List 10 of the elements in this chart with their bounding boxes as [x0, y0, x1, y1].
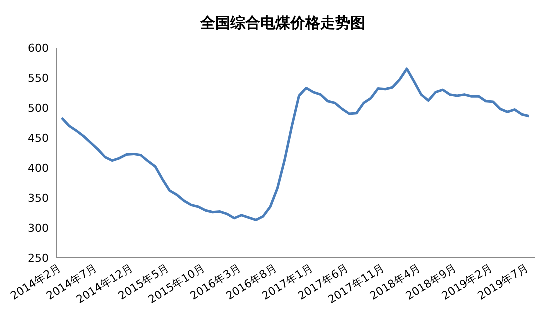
- y-tick-label: 500: [28, 102, 49, 115]
- y-tick-label: 250: [28, 252, 49, 265]
- y-tick-label: 450: [28, 132, 49, 145]
- line-series: [60, 68, 530, 222]
- y-tick-label: 600: [28, 42, 49, 55]
- y-tick-label: 350: [28, 192, 49, 205]
- y-tick-label: 300: [28, 222, 49, 235]
- y-tick-label: 400: [28, 162, 49, 175]
- chart-title: 全国综合电煤价格走势图: [199, 14, 366, 33]
- y-tick-label: 550: [28, 72, 49, 85]
